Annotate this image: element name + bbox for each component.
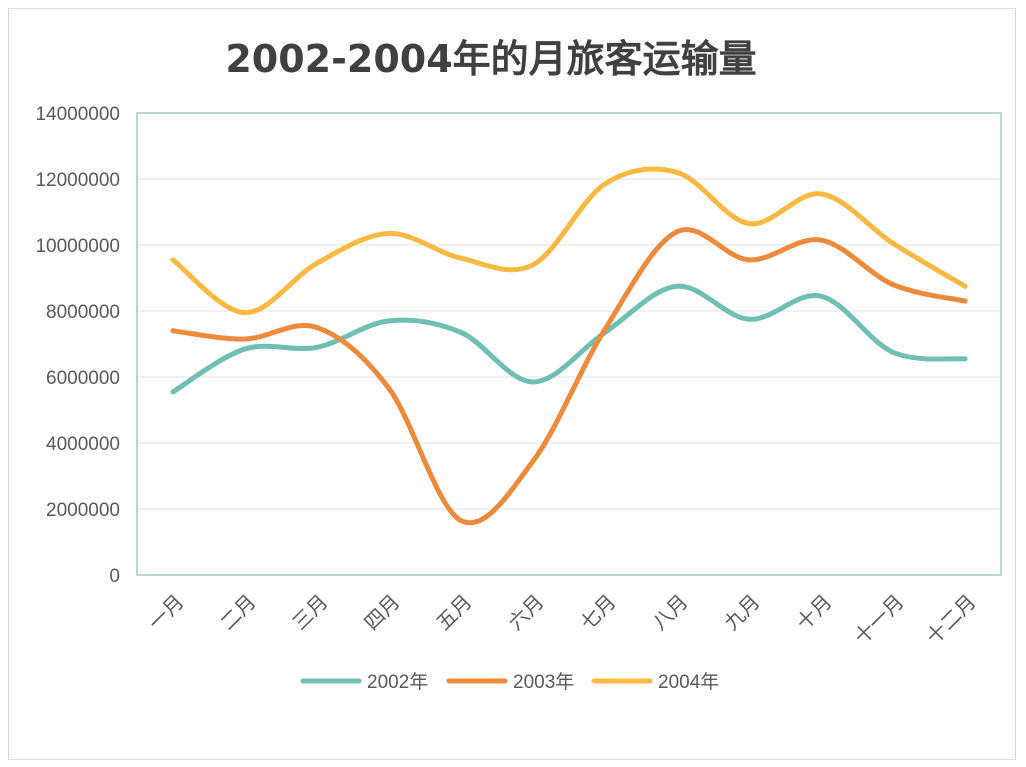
legend-label: 2003年 bbox=[513, 671, 574, 693]
data-point bbox=[530, 379, 536, 385]
data-point bbox=[170, 328, 176, 334]
data-point bbox=[242, 346, 248, 352]
chart-title: 2002-2004年的月旅客运输量 bbox=[225, 37, 756, 81]
legend-label: 2004年 bbox=[658, 671, 719, 693]
x-tick-label: 三月 bbox=[287, 590, 332, 635]
y-tick-label: 2000000 bbox=[46, 500, 120, 521]
data-point bbox=[818, 293, 824, 299]
x-tick-label: 一月 bbox=[143, 590, 188, 635]
data-point bbox=[962, 356, 968, 362]
data-point bbox=[746, 221, 752, 227]
x-tick-label: 九月 bbox=[719, 590, 764, 635]
plot-area-border bbox=[136, 112, 1002, 576]
x-tick-label: 十一月 bbox=[849, 590, 908, 649]
data-point bbox=[746, 257, 752, 263]
x-tick-label: 二月 bbox=[215, 590, 260, 635]
y-tick-label: 14000000 bbox=[35, 104, 120, 125]
y-tick-label: 10000000 bbox=[35, 236, 120, 257]
x-tick-label: 四月 bbox=[359, 590, 404, 635]
data-point bbox=[314, 344, 320, 350]
data-point bbox=[458, 329, 464, 335]
y-tick-label: 12000000 bbox=[35, 170, 120, 191]
data-point bbox=[962, 298, 968, 304]
data-point bbox=[674, 229, 680, 235]
data-point bbox=[314, 260, 320, 266]
data-point bbox=[458, 518, 464, 524]
data-point bbox=[818, 237, 824, 243]
data-point bbox=[818, 191, 824, 197]
data-point bbox=[890, 282, 896, 288]
series-line-1 bbox=[170, 227, 968, 526]
data-point bbox=[674, 169, 680, 175]
data-point bbox=[890, 349, 896, 355]
series-lines bbox=[170, 166, 968, 526]
data-point bbox=[386, 386, 392, 392]
chart-frame bbox=[8, 8, 1016, 760]
data-point bbox=[890, 240, 896, 246]
y-tick-label: 0 bbox=[109, 566, 120, 587]
data-point bbox=[602, 326, 608, 332]
x-tick-label: 七月 bbox=[575, 590, 620, 635]
data-point bbox=[530, 262, 536, 268]
series-line-0 bbox=[170, 283, 968, 395]
legend-label: 2002年 bbox=[367, 671, 428, 693]
data-point bbox=[962, 283, 968, 289]
y-tick-label: 6000000 bbox=[46, 368, 120, 389]
y-axis-ticks: 0 2000000 4000000 6000000 8000000 10000000 120… bbox=[35, 104, 120, 587]
x-axis-ticks: 一月 二月 三月 四月 五月 六月 七月 八月 九月 十月 十一月 十二月 bbox=[143, 590, 980, 649]
data-point bbox=[530, 458, 536, 464]
x-tick-label: 十月 bbox=[791, 590, 836, 635]
x-tick-label: 十二月 bbox=[921, 590, 980, 649]
data-point bbox=[242, 336, 248, 342]
data-point bbox=[746, 316, 752, 322]
x-tick-label: 八月 bbox=[647, 590, 692, 635]
data-point bbox=[458, 255, 464, 261]
data-point bbox=[170, 389, 176, 395]
data-point bbox=[386, 230, 392, 236]
series-line-2 bbox=[170, 166, 968, 316]
data-point bbox=[674, 283, 680, 289]
x-tick-label: 五月 bbox=[431, 590, 476, 635]
legend: 2002年 2003年 2004年 bbox=[300, 671, 719, 693]
data-point bbox=[386, 318, 392, 324]
data-point bbox=[314, 325, 320, 330]
y-tick-label: 4000000 bbox=[46, 434, 120, 455]
data-point bbox=[170, 257, 176, 263]
x-tick-label: 六月 bbox=[503, 590, 548, 635]
data-point bbox=[242, 310, 248, 316]
y-tick-label: 8000000 bbox=[46, 302, 120, 323]
data-point bbox=[602, 181, 608, 187]
